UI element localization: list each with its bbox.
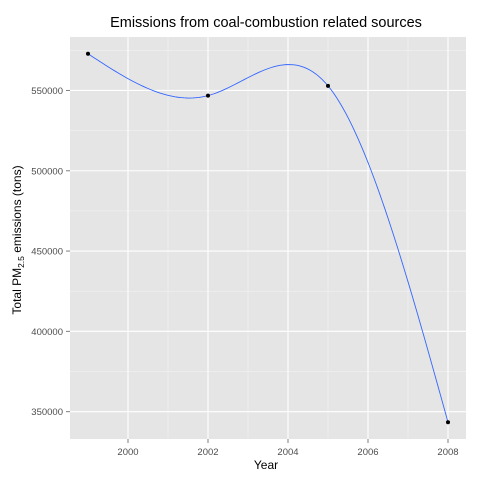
data-point <box>446 420 450 425</box>
x-tick-label: 2004 <box>277 447 298 458</box>
y-axis-title-prefix: Total PM <box>10 268 24 315</box>
series-line <box>87 53 449 423</box>
y-tick-label: 500000 <box>31 166 63 177</box>
data-point <box>86 51 90 56</box>
y-axis-title-suffix: emissions (tons) <box>10 165 24 256</box>
series-layer <box>87 53 449 423</box>
y-axis-ticks: 350000 400000 450000 500000 550000 <box>31 86 70 418</box>
x-tick-label: 2008 <box>437 447 458 458</box>
x-axis-ticks: 2000 2002 2004 2006 2008 <box>117 439 459 458</box>
points-layer <box>86 51 450 425</box>
x-tick-label: 2006 <box>357 447 378 458</box>
y-axis-title: Total PM2.5 emissions (tons) <box>10 165 26 314</box>
x-tick-label: 2002 <box>197 447 218 458</box>
y-axis-title-subscript: 2.5 <box>16 256 26 268</box>
major-gridlines <box>70 37 466 439</box>
y-tick-label: 550000 <box>31 86 63 97</box>
x-axis-title: Year <box>254 458 278 472</box>
y-tick-label: 400000 <box>31 327 63 338</box>
y-tick-label: 350000 <box>31 407 63 418</box>
data-point <box>206 93 210 98</box>
x-tick-label: 2000 <box>117 447 138 458</box>
y-tick-label: 450000 <box>31 247 63 258</box>
chart-title: Emissions from coal-combustion related s… <box>110 15 422 31</box>
minor-gridlines <box>70 37 466 439</box>
data-point <box>326 83 330 88</box>
plot-panel <box>70 37 466 439</box>
